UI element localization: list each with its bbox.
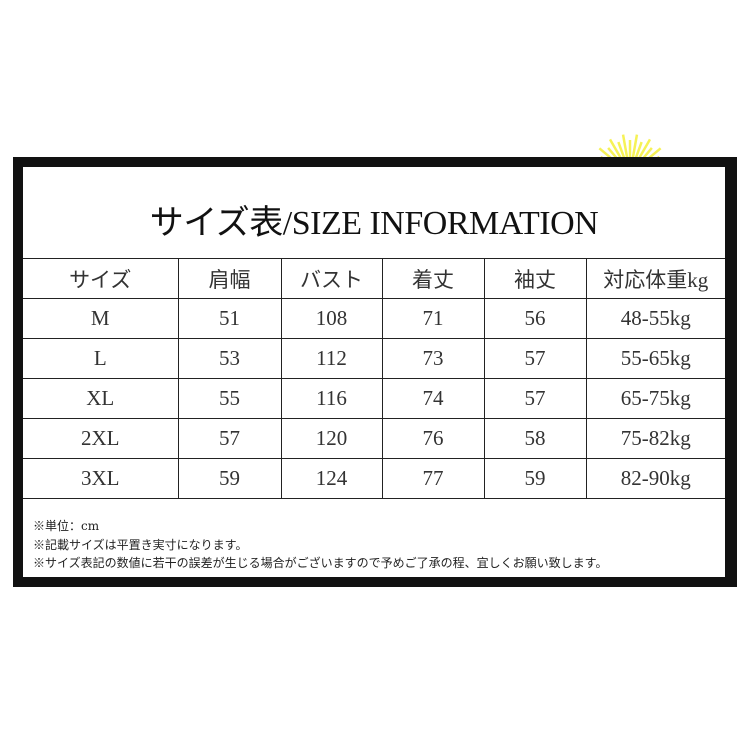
size-chart-panel: サイズ表/SIZE INFORMATION サイズ 肩幅 バスト 着丈 袖丈 対応体重kg… [23, 167, 725, 577]
sun-ray [608, 138, 624, 161]
sun-ray [621, 134, 629, 159]
notes: ※単位：cm ※記載サイズは平置き実寸になります。 ※サイズ表記の数値に若干の誤… [33, 517, 607, 573]
table-row-cell: 108 [280, 298, 383, 339]
size-chart-frame: サイズ表/SIZE INFORMATION サイズ 肩幅 バスト 着丈 袖丈 対応体重kg… [13, 157, 737, 587]
table-row-cell: 65-75kg [585, 378, 725, 419]
table-row: XL 55 116 74 57 65-75kg [23, 378, 725, 419]
size-table: サイズ 肩幅 バスト 着丈 袖丈 対応体重kg M 51 108 71 56 48-55kg L 53 11… [23, 258, 725, 499]
table-row-cell: 73 [381, 338, 485, 379]
table-row-cell: 59 [483, 458, 587, 499]
table-row-cell: XL [23, 378, 179, 419]
table-row-cell: 53 [177, 338, 282, 379]
table-header-row: サイズ 肩幅 バスト 着丈 袖丈 対応体重kg [23, 258, 725, 299]
table-header-row-cell: 肩幅 [177, 258, 282, 299]
table-row-cell: 77 [381, 458, 485, 499]
table-row-cell: 55 [177, 378, 282, 419]
table-row: L 53 112 73 57 55-65kg [23, 338, 725, 379]
sun-ray [634, 141, 643, 160]
table-row-cell: 76 [381, 418, 485, 459]
table-header-row-cell: 袖丈 [483, 258, 587, 299]
table-row-cell: 55-65kg [585, 338, 725, 379]
page-title: サイズ表/SIZE INFORMATION [149, 205, 599, 242]
note-measurement: ※記載サイズは平置き実寸になります。 [33, 537, 248, 552]
table-row-cell: 112 [280, 338, 383, 379]
sun-ray [636, 138, 652, 161]
table-row-cell: L [23, 338, 179, 379]
table-row-cell: 75-82kg [585, 418, 725, 459]
sun-ray [617, 141, 626, 160]
table-header-row-cell: 対応体重kg [585, 258, 725, 299]
table-row-cell: 51 [177, 298, 282, 339]
table-row-cell: 57 [483, 338, 587, 379]
table-row-cell: 58 [483, 418, 587, 459]
table-row: 2XL 57 120 76 58 75-82kg [23, 418, 725, 459]
table-row-cell: 57 [177, 418, 282, 459]
table-header-row-cell: 着丈 [381, 258, 485, 299]
table-row-cell: 48-55kg [585, 298, 725, 339]
sun-ray [631, 134, 639, 159]
table-row-cell: 82-90kg [585, 458, 725, 499]
table-row-cell: M [23, 298, 179, 339]
table-row-cell: 3XL [23, 458, 179, 499]
table-row-cell: 120 [280, 418, 383, 459]
note-unit: ※単位：cm [33, 519, 100, 533]
table-header-row-cell: バスト [280, 258, 383, 299]
table-row-cell: 56 [483, 298, 587, 339]
note-tolerance: ※サイズ表記の数値に若干の誤差が生じる場合がございますので予めご了承の程、宜しく… [33, 556, 608, 570]
table-row: 3XL 59 124 77 59 82-90kg [23, 458, 725, 499]
table-row: M 51 108 71 56 48-55kg [23, 298, 725, 339]
table-header-row-cell: サイズ [23, 258, 179, 299]
table-row-cell: 124 [280, 458, 383, 499]
table-row-cell: 57 [483, 378, 587, 419]
table-row-cell: 71 [381, 298, 485, 339]
table-row-cell: 74 [381, 378, 485, 419]
table-row-cell: 59 [177, 458, 282, 499]
table-row-cell: 2XL [23, 418, 179, 459]
table-row-cell: 116 [280, 378, 383, 419]
